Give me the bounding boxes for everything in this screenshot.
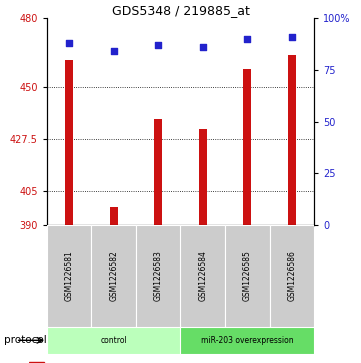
Text: GSM1226582: GSM1226582 — [109, 250, 118, 301]
Bar — [180, 327, 314, 354]
Point — [289, 34, 295, 40]
Bar — [65, 60, 73, 225]
Text: GSM1226584: GSM1226584 — [198, 250, 207, 301]
Title: GDS5348 / 219885_at: GDS5348 / 219885_at — [112, 4, 249, 17]
Bar — [136, 225, 180, 327]
Point — [66, 40, 72, 46]
Bar — [199, 129, 207, 225]
Bar — [110, 207, 118, 225]
Bar — [47, 225, 91, 327]
Text: miR-203 overexpression: miR-203 overexpression — [201, 336, 293, 345]
Bar — [180, 225, 225, 327]
Bar — [225, 225, 270, 327]
Point — [111, 48, 117, 54]
Text: control: control — [100, 336, 127, 345]
Point — [200, 44, 206, 50]
Bar — [91, 225, 136, 327]
Point — [155, 42, 161, 48]
Bar — [154, 119, 162, 225]
Text: GSM1226583: GSM1226583 — [154, 250, 163, 301]
Bar — [243, 69, 251, 225]
Bar — [47, 327, 180, 354]
Text: protocol: protocol — [4, 335, 46, 345]
Text: GSM1226585: GSM1226585 — [243, 250, 252, 301]
Bar — [288, 55, 296, 225]
Bar — [270, 225, 314, 327]
Point — [244, 36, 250, 42]
Text: GSM1226581: GSM1226581 — [65, 250, 74, 301]
Bar — [29, 362, 44, 363]
Text: GSM1226586: GSM1226586 — [287, 250, 296, 301]
